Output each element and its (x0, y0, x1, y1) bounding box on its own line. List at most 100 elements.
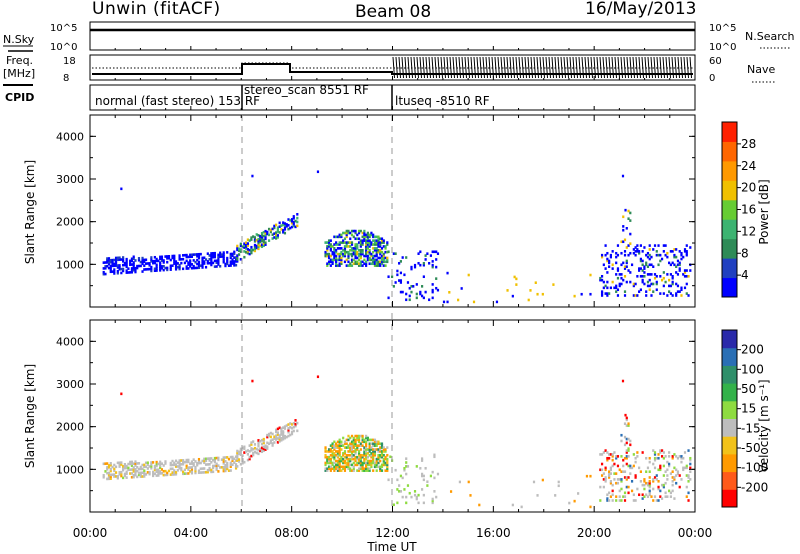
data-cell (340, 250, 343, 254)
data-cell (352, 461, 355, 465)
data-cell (164, 266, 167, 270)
data-cell (413, 490, 417, 493)
data-cell (396, 478, 399, 482)
data-cell (224, 264, 227, 268)
x-tick-label: 12:00 (375, 526, 410, 540)
data-cell (673, 478, 676, 481)
data-cell (262, 447, 265, 451)
data-cell (201, 467, 204, 470)
data-cell (116, 461, 119, 465)
data-cell (377, 457, 380, 461)
data-cell (405, 501, 408, 505)
data-cell (120, 463, 123, 466)
data-cell (162, 464, 165, 467)
data-cell (373, 260, 377, 264)
data-cell (250, 236, 253, 239)
data-cell (267, 233, 271, 237)
data-cell (419, 250, 422, 254)
data-cell (185, 255, 188, 259)
data-cell (347, 264, 350, 267)
nave-trace-seg (626, 56, 629, 79)
nave-trace-seg (656, 56, 659, 79)
data-cell (604, 480, 607, 483)
data-cell (615, 455, 618, 458)
data-cell (379, 250, 382, 254)
data-cell (160, 472, 164, 475)
data-cell (264, 231, 267, 235)
data-cell (134, 469, 137, 473)
velocity-colorbar-tick-label: -50 (741, 441, 761, 455)
data-cell (671, 282, 674, 286)
data-cell (609, 480, 612, 483)
data-cell (431, 290, 434, 294)
data-cell (125, 271, 128, 274)
data-cell (123, 263, 126, 267)
data-cell (212, 458, 215, 462)
data-cell (431, 263, 434, 267)
data-cell (620, 455, 623, 458)
data-cell (283, 427, 287, 430)
data-cell (160, 462, 164, 466)
data-cell (196, 253, 199, 256)
data-cell (446, 300, 449, 304)
noise-left-bottom: 10^0 (50, 42, 77, 53)
data-cell (645, 290, 648, 293)
data-cell (259, 234, 262, 238)
data-cell (190, 462, 194, 465)
data-cell (662, 483, 665, 487)
data-cell (599, 453, 602, 456)
data-cell (324, 446, 327, 449)
data-cell (363, 262, 366, 266)
data-cell (403, 488, 406, 491)
data-cell (271, 438, 274, 441)
data-cell (139, 473, 142, 477)
data-cell (215, 464, 218, 468)
data-cell (217, 263, 220, 266)
data-cell (675, 294, 678, 297)
data-cell (222, 255, 225, 258)
data-cell (201, 258, 204, 262)
data-cell (276, 433, 279, 436)
data-cell (171, 471, 174, 474)
y-tick-label: 3000 (56, 173, 84, 186)
data-cell (608, 453, 611, 456)
data-cell (333, 446, 336, 449)
data-cell (159, 466, 162, 469)
data-cell (377, 250, 380, 254)
data-cell (646, 255, 650, 259)
data-cell (276, 441, 279, 444)
data-cell (329, 444, 332, 447)
data-cell (327, 262, 331, 266)
data-cell (347, 461, 350, 465)
data-cell (146, 461, 149, 465)
data-cell (185, 267, 188, 270)
data-cell (349, 448, 352, 451)
data-cell (349, 252, 352, 256)
colorbar-swatch (722, 365, 737, 384)
data-cell (630, 489, 634, 493)
data-cell (326, 264, 329, 267)
data-cell (233, 262, 236, 265)
data-cell (368, 248, 371, 252)
data-cell (365, 465, 368, 469)
data-cell (201, 459, 204, 463)
data-cell (106, 257, 109, 260)
data-cell (343, 450, 347, 453)
data-cell (208, 468, 211, 472)
data-cell (166, 260, 169, 264)
data-cell (541, 478, 544, 482)
data-cell (386, 467, 389, 471)
data-cell (241, 458, 244, 461)
data-cell (134, 464, 137, 467)
data-cell (653, 495, 657, 498)
data-cell (372, 254, 375, 258)
data-cell (347, 465, 350, 469)
data-cell (182, 472, 185, 476)
data-cell (606, 257, 609, 261)
nave-trace-seg (611, 56, 614, 79)
data-cell (687, 491, 690, 495)
data-cell (386, 446, 389, 449)
data-cell (189, 261, 192, 264)
data-cell (604, 476, 607, 479)
data-cell (197, 469, 201, 473)
